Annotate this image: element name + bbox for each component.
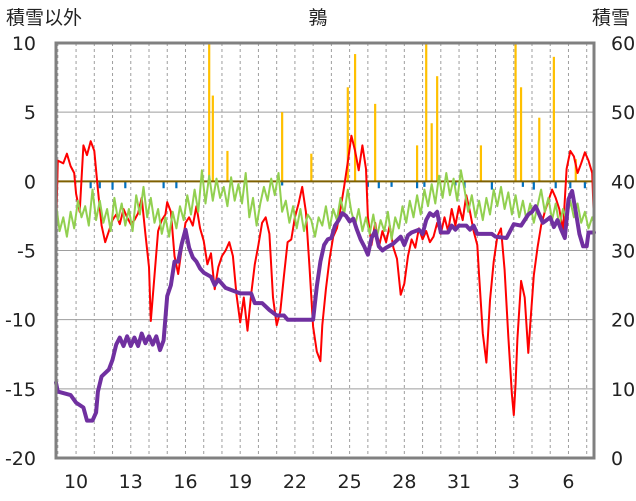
bar-mark <box>554 181 557 189</box>
bar-mark <box>310 153 313 182</box>
x-tick-label: 13 <box>119 471 143 493</box>
x-tick-label: 19 <box>228 471 252 493</box>
left-axis-label: 積雪以外 <box>6 7 82 29</box>
bar-layer <box>89 43 586 190</box>
bar-mark <box>211 95 214 182</box>
right-y-tick-label: 30 <box>611 241 635 263</box>
left-y-tick-label: -5 <box>17 241 36 263</box>
x-tick-label: 6 <box>562 471 574 493</box>
bar-mark <box>490 181 493 190</box>
bar-mark <box>281 181 284 186</box>
left-y-tick-label: -20 <box>5 448 36 470</box>
bar-mark <box>175 181 178 189</box>
bar-mark <box>479 145 483 182</box>
left-y-tick-label: 10 <box>12 33 36 55</box>
x-tick-label: 22 <box>283 471 307 493</box>
frame-layer <box>54 41 596 460</box>
bar-mark <box>111 181 114 190</box>
bar-mark <box>538 117 541 182</box>
bar-mark <box>366 181 369 187</box>
left-y-tick-label: 0 <box>24 171 36 193</box>
bar-mark <box>519 87 523 182</box>
bar-mark <box>514 43 517 182</box>
bar-mark <box>532 181 535 190</box>
x-tick-label: 25 <box>338 471 362 493</box>
x-tick-label: 3 <box>508 471 520 493</box>
right-y-tick-label: 60 <box>611 33 635 55</box>
bar-mark <box>430 123 433 182</box>
bar-mark <box>208 43 211 182</box>
bar-mark <box>281 112 284 182</box>
right-y-tick-label: 0 <box>611 448 623 470</box>
bar-mark <box>454 181 457 186</box>
right-axis-label: 積雪 <box>592 7 630 29</box>
bar-mark <box>346 87 349 182</box>
x-tick-label: 31 <box>447 471 471 493</box>
right-y-tick-label: 50 <box>611 102 635 124</box>
x-tick-label: 28 <box>392 471 416 493</box>
right-y-tick-label: 10 <box>611 379 635 401</box>
bar-mark <box>89 181 92 189</box>
bar-mark <box>124 181 127 189</box>
bar-mark <box>423 181 426 187</box>
bar-mark <box>390 181 393 187</box>
series-line-3 <box>54 189 596 423</box>
bar-mark <box>436 76 439 182</box>
bar-mark <box>162 181 165 189</box>
right-y-tick-label: 20 <box>611 310 635 332</box>
bar-mark <box>98 181 101 189</box>
series-line-2 <box>55 169 595 241</box>
bar-mark <box>415 181 419 189</box>
bar-mark <box>377 181 380 189</box>
chart-title: 鶉 <box>308 7 327 29</box>
bar-mark <box>226 150 229 182</box>
right-y-tick-label: 40 <box>611 171 635 193</box>
bar-mark <box>415 145 419 182</box>
plot-frame <box>54 41 596 460</box>
bar-mark <box>574 159 577 182</box>
bar-mark <box>374 103 377 182</box>
bar-mark <box>521 181 524 187</box>
series-line-1 <box>55 134 595 417</box>
bar-mark <box>583 181 586 189</box>
left-y-tick-label: -10 <box>5 310 36 332</box>
bar-mark <box>552 56 555 182</box>
left-y-tick-label: 5 <box>24 102 36 124</box>
bar-mark <box>569 181 572 189</box>
x-tick-label: 10 <box>64 471 88 493</box>
bar-mark <box>353 54 357 182</box>
x-tick-label: 16 <box>173 471 197 493</box>
bar-mark <box>425 43 428 182</box>
left-y-tick-label: -15 <box>5 379 36 401</box>
grid-layer <box>56 43 594 458</box>
line-layer <box>54 134 596 423</box>
